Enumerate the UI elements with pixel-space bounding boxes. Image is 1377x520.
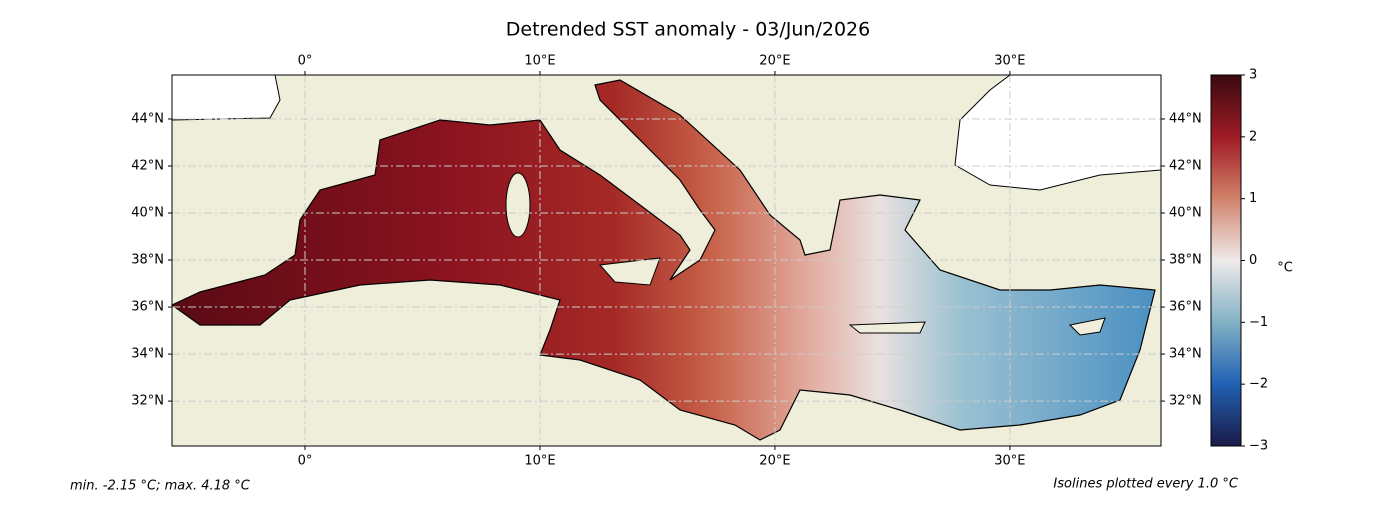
x-tick-label: 0° xyxy=(298,54,313,69)
y-tick-label: 34°N xyxy=(131,347,164,362)
crete xyxy=(848,321,926,334)
y-tick-label: 32°N xyxy=(1169,394,1202,409)
colorbar xyxy=(1210,74,1242,447)
map-title: Detrended SST anomaly - 03/Jun/2026 xyxy=(506,19,870,41)
x-tick-label: 30°E xyxy=(994,454,1025,469)
x-tick-label: 20°E xyxy=(759,454,790,469)
black-sea xyxy=(954,75,1161,191)
colorbar-tick-label: 1 xyxy=(1249,191,1257,206)
map-area xyxy=(172,75,1161,446)
y-tick-label: 36°N xyxy=(1169,300,1202,315)
y-tick-label: 36°N xyxy=(131,300,164,315)
y-tick-label: 32°N xyxy=(131,394,164,409)
colorbar-tick-label: −3 xyxy=(1249,439,1268,454)
cyprus xyxy=(1068,317,1106,336)
x-tick-label: 10°E xyxy=(524,54,555,69)
colorbar-label: °C xyxy=(1277,261,1293,276)
colorbar-tick-label: 0 xyxy=(1249,253,1257,268)
y-tick-label: 42°N xyxy=(131,158,164,173)
y-tick-label: 44°N xyxy=(1169,111,1202,126)
y-tick-label: 40°N xyxy=(131,206,164,221)
colorbar-tick-label: −2 xyxy=(1249,377,1268,392)
sardinia-corsica xyxy=(505,172,531,238)
y-tick-label: 38°N xyxy=(131,253,164,268)
isolines-note: Isolines plotted every 1.0 °C xyxy=(1053,477,1238,492)
x-tick-label: 10°E xyxy=(524,454,555,469)
atlantic xyxy=(172,75,281,121)
x-tick-label: 0° xyxy=(298,454,313,469)
y-tick-label: 42°N xyxy=(1169,158,1202,173)
y-tick-label: 34°N xyxy=(1169,347,1202,362)
colorbar-tick-label: −1 xyxy=(1249,315,1268,330)
x-tick-label: 20°E xyxy=(759,54,790,69)
min-max-note: min. -2.15 °C; max. 4.18 °C xyxy=(70,479,251,494)
y-tick-label: 40°N xyxy=(1169,206,1202,221)
x-tick-label: 30°E xyxy=(994,54,1025,69)
colorbar-tick-label: 3 xyxy=(1249,68,1257,83)
colorbar-tick-label: 2 xyxy=(1249,129,1257,144)
y-tick-label: 38°N xyxy=(1169,253,1202,268)
y-tick-label: 44°N xyxy=(131,111,164,126)
